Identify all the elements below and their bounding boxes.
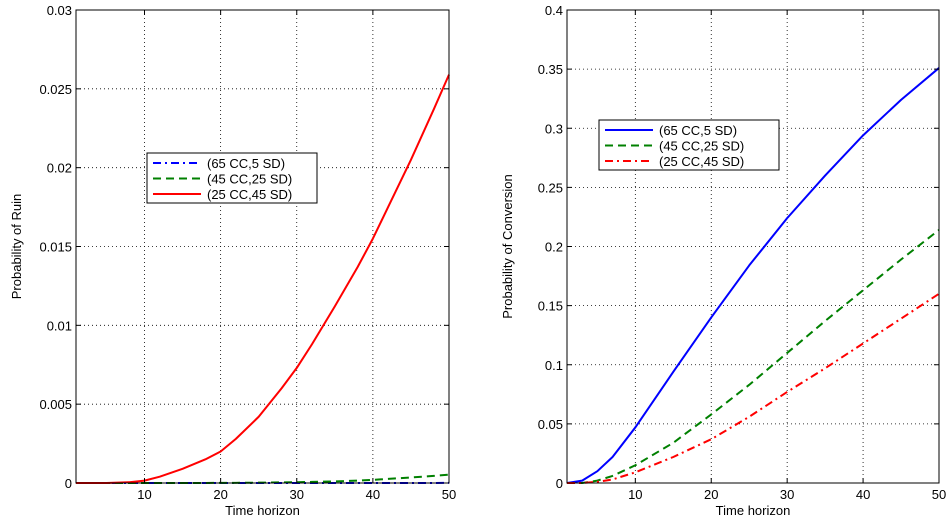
conversion-y-tick-label: 0.25 [538,180,563,195]
conversion-x-axis-label: Time horizon [716,503,791,518]
conversion-x-tick-label: 30 [780,487,794,502]
conversion-y-tick-label: 0.35 [538,62,563,77]
conversion-y-tick-label: 0.05 [538,417,563,432]
ruin-x-tick-label: 20 [213,487,227,502]
conversion-x-tick-label: 40 [856,487,870,502]
ruin-series-2-line [76,74,450,484]
ruin-x-axis-label: Time horizon [225,503,300,518]
conversion-y-tick-label: 0.1 [545,358,563,373]
ruin-x-tick-label: 10 [137,487,151,502]
conversion-legend-label-0: (65 CC,5 SD) [659,123,737,138]
ruin-y-tick-label: 0.025 [39,82,72,97]
conversion-chart: 10 20 30 40 5000.050.10.150.20.250.30.350.4 … [500,3,946,518]
conversion-x-tick-label: 20 [704,487,718,502]
ruin-y-tick-label: 0.03 [47,3,72,18]
conversion-y-tick-label: 0 [556,476,563,491]
ruin-legend-label-0: (65 CC,5 SD) [207,156,285,171]
ruin-legend: (65 CC,5 SD)(45 CC,25 SD)(25 CC,45 SD) [146,152,318,204]
ruin-x-tick-label: 30 [290,487,304,502]
ruin-y-tick-label: 0.005 [39,397,72,412]
conversion-y-axis-label: Probability of Conversion [500,174,515,319]
conversion-series-2-line [567,292,940,484]
conversion-y-tick-label: 0.2 [545,240,563,255]
ruin-chart: 10 20 30 40 50 0 0.005 0.01 0.015 0.02 0.025 0.03 T… [9,3,456,518]
ruin-x-tick-label: 50 [442,487,456,502]
conversion-y-tick-label: 0.15 [538,299,563,314]
conversion-legend-label-1: (45 CC,25 SD) [659,139,744,154]
conversion-x-tick-label: 50 [932,487,946,502]
ruin-y-tick-label: 0 [65,476,72,491]
ruin-x-tick-label: 40 [366,487,380,502]
ruin-legend-label-2: (25 CC,45 SD) [207,187,292,202]
conversion-legend: (65 CC,5 SD)(45 CC,25 SD)(25 CC,45 SD) [598,119,780,171]
ruin-y-tick-label: 0.015 [39,240,72,255]
conversion-y-tick-label: 0.3 [545,121,563,136]
ruin-ticks: 10 20 30 40 50 0 0.005 0.01 0.015 0.02 0.025 0.03 [39,3,456,502]
conversion-grid [567,9,940,484]
ruin-series [76,74,450,484]
conversion-legend-label-2: (25 CC,45 SD) [659,154,744,169]
ruin-legend-label-1: (45 CC,25 SD) [207,172,292,187]
conversion-ticks: 10 20 30 40 50 0 0.05 0.1 0.15 0.2 0.25 0.3 0.35 0.4 [538,3,947,502]
ruin-y-axis-label: Probability of Ruin [9,194,24,300]
conversion-y-tick-label: 0.4 [545,3,563,18]
conversion-series [566,67,940,484]
conversion-series-0-line [566,67,940,484]
ruin-y-tick-label: 0.02 [47,161,72,176]
ruin-y-tick-label: 0.01 [47,318,72,333]
conversion-x-tick-label: 10 [628,487,642,502]
conversion-series-1-line [567,229,940,484]
